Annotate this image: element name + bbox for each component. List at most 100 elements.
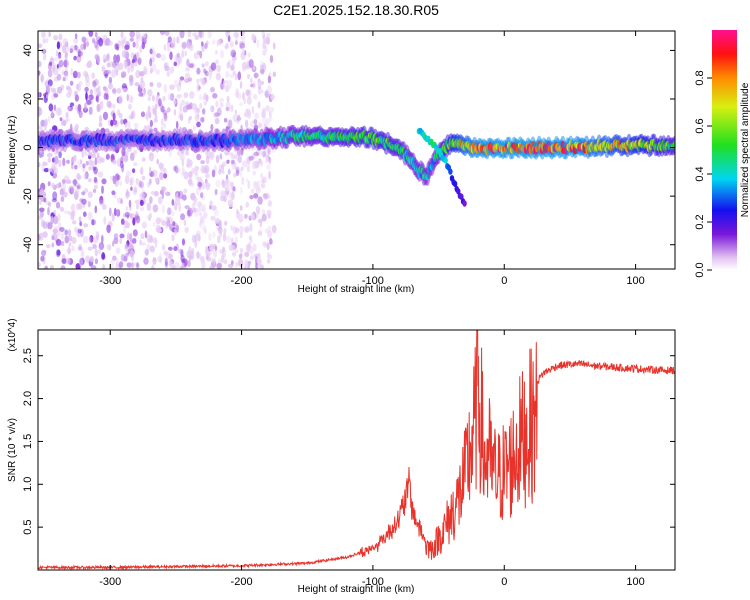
noise-speckle — [266, 85, 272, 94]
noise-speckle — [109, 207, 112, 217]
noise-speckle — [216, 107, 222, 116]
noise-speckle — [231, 191, 235, 201]
noise-speckle — [57, 86, 63, 94]
noise-speckle — [240, 186, 243, 195]
noise-speckle — [45, 94, 49, 99]
noise-speckle — [157, 92, 160, 97]
noise-speckle — [198, 31, 203, 38]
noise-speckle — [232, 114, 238, 123]
noise-speckle — [222, 80, 226, 85]
noise-speckle — [223, 227, 227, 234]
noise-speckle — [263, 242, 268, 249]
noise-speckle — [196, 207, 202, 213]
noise-speckle — [152, 222, 156, 227]
noise-speckle — [92, 166, 96, 171]
noise-speckle — [200, 216, 204, 223]
noise-speckle — [171, 199, 175, 206]
noise-speckle — [65, 179, 72, 184]
noise-speckle — [239, 168, 242, 178]
noise-speckle — [104, 73, 108, 79]
spectrogram-xlabel: Height of straight line (km) — [298, 284, 415, 295]
noise-speckle — [126, 262, 132, 268]
noise-speckle — [192, 125, 196, 131]
noise-speckle — [93, 184, 98, 190]
noise-speckle — [126, 93, 129, 102]
noise-speckle — [43, 197, 47, 203]
noise-speckle — [187, 31, 192, 38]
noise-speckle — [47, 152, 53, 158]
noise-speckle — [266, 259, 271, 264]
noise-speckle — [201, 204, 207, 213]
noise-speckle — [231, 159, 235, 164]
noise-speckle — [218, 39, 222, 46]
noise-speckle — [196, 78, 200, 84]
noise-speckle — [78, 216, 82, 223]
noise-speckle — [120, 198, 123, 205]
noise-speckle — [188, 63, 194, 68]
noise-speckle — [206, 40, 209, 46]
noise-speckle — [71, 245, 75, 252]
noise-speckle — [141, 157, 146, 162]
noise-speckle — [70, 185, 75, 195]
noise-speckle — [224, 188, 230, 195]
noise-speckle — [47, 79, 53, 87]
noise-speckle — [102, 34, 108, 40]
noise-speckle — [224, 71, 230, 78]
noise-speckle — [264, 228, 270, 234]
noise-speckle — [111, 240, 115, 247]
noise-speckle — [212, 93, 218, 99]
noise-speckle — [74, 44, 78, 51]
noise-speckle — [84, 172, 87, 180]
noise-speckle — [141, 221, 147, 229]
noise-speckle — [186, 104, 192, 110]
noise-speckle — [201, 41, 204, 47]
noise-speckle — [246, 89, 252, 99]
noise-speckle — [94, 205, 98, 214]
noise-speckle — [106, 224, 111, 234]
x-tick-label: -200 — [231, 576, 253, 588]
noise-speckle — [92, 243, 97, 250]
noise-speckle — [126, 232, 130, 241]
noise-speckle — [53, 104, 57, 111]
noise-speckle — [194, 165, 200, 172]
noise-speckle — [120, 118, 124, 125]
noise-speckle — [58, 221, 62, 230]
noise-speckle — [79, 228, 84, 238]
noise-speckle — [179, 265, 183, 269]
noise-speckle — [243, 97, 247, 105]
noise-speckle — [177, 56, 182, 64]
noise-speckle — [257, 87, 262, 95]
noise-speckle — [216, 262, 222, 269]
noise-speckle — [191, 168, 195, 174]
noise-speckle — [116, 109, 121, 116]
noise-speckle — [70, 67, 73, 76]
noise-speckle — [52, 228, 58, 234]
noise-speckle — [90, 219, 97, 226]
noise-speckle — [142, 32, 147, 39]
noise-speckle — [114, 43, 119, 50]
noise-speckle — [255, 186, 261, 194]
colorbar-tick-label: 0.2 — [694, 214, 706, 229]
noise-speckle — [48, 31, 51, 38]
noise-speckle — [140, 233, 145, 240]
noise-speckle — [262, 49, 267, 56]
noise-speckle — [44, 123, 47, 131]
noise-speckle — [255, 256, 258, 266]
noise-speckle — [191, 234, 196, 243]
noise-speckle — [40, 196, 45, 203]
noise-speckle — [91, 72, 96, 79]
noise-speckle — [184, 50, 188, 57]
noise-speckle — [97, 91, 102, 97]
noise-speckle — [64, 119, 68, 124]
x-tick-label: -300 — [99, 576, 121, 588]
noise-speckle — [50, 215, 54, 225]
noise-speckle — [39, 210, 44, 218]
noise-speckle — [129, 37, 134, 42]
noise-speckle — [179, 152, 185, 161]
y-tick-label: 20 — [22, 93, 34, 105]
noise-speckle — [193, 200, 197, 206]
noise-speckle — [257, 218, 263, 223]
noise-speckle — [225, 187, 229, 197]
noise-speckle — [38, 43, 43, 49]
noise-speckle — [248, 155, 254, 161]
